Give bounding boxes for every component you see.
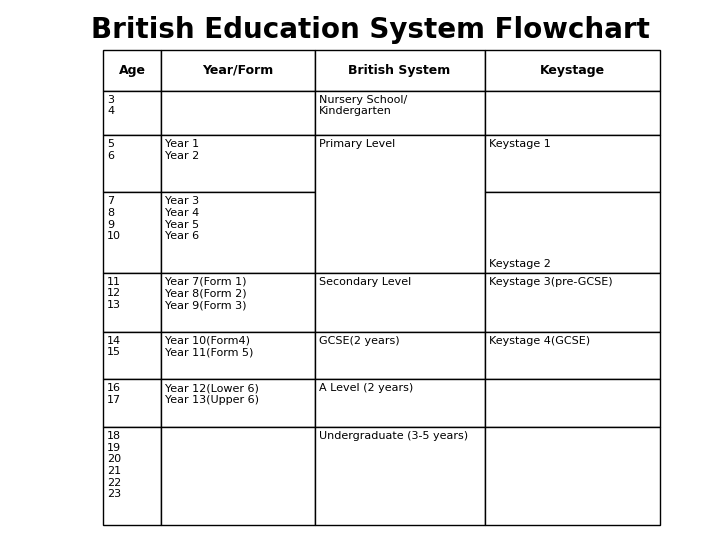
Bar [485,91,660,136]
Bar [485,427,660,525]
Text: Year 12(Lower 6)
Year 13(Upper 6): Year 12(Lower 6) Year 13(Upper 6) [166,383,259,405]
Bar [315,273,485,332]
Bar [103,273,161,332]
Text: Primary Level: Primary Level [319,139,395,150]
Text: Keystage 3(pre-GCSE): Keystage 3(pre-GCSE) [489,277,612,287]
Bar [315,91,485,136]
Bar [485,50,660,91]
Bar [315,332,485,379]
Text: Keystage 2: Keystage 2 [489,259,550,269]
Text: Keystage 4(GCSE): Keystage 4(GCSE) [489,335,590,346]
Bar [315,136,485,273]
Text: 5
6: 5 6 [107,139,114,161]
Bar [103,50,161,91]
Text: Year 3
Year 4
Year 5
Year 6: Year 3 Year 4 Year 5 Year 6 [166,197,199,241]
Bar [161,332,315,379]
Text: British Education System Flowchart: British Education System Flowchart [91,16,649,44]
Text: GCSE(2 years): GCSE(2 years) [319,335,400,346]
Text: Year 10(Form4)
Year 11(Form 5): Year 10(Form4) Year 11(Form 5) [166,335,254,357]
Text: British System: British System [348,64,451,77]
Text: Year 7(Form 1)
Year 8(Form 2)
Year 9(Form 3): Year 7(Form 1) Year 8(Form 2) Year 9(For… [166,277,247,310]
Bar [161,427,315,525]
Bar [485,332,660,379]
Bar [103,91,161,136]
Bar [161,50,315,91]
Text: 11
12
13: 11 12 13 [107,277,121,310]
Text: 16
17: 16 17 [107,383,121,405]
Bar [485,192,660,273]
Text: 18
19
20
21
22
23: 18 19 20 21 22 23 [107,431,121,499]
Bar [103,136,161,192]
Bar [161,91,315,136]
Bar [315,379,485,427]
Bar [161,273,315,332]
Text: 3
4: 3 4 [107,94,114,116]
Text: Keystage: Keystage [540,64,605,77]
Text: Secondary Level: Secondary Level [319,277,411,287]
Text: 7
8
9
10: 7 8 9 10 [107,197,121,241]
Bar [161,192,315,273]
Text: Year 1
Year 2: Year 1 Year 2 [166,139,199,161]
Text: 14
15: 14 15 [107,335,121,357]
Text: Undergraduate (3-5 years): Undergraduate (3-5 years) [319,431,468,441]
Bar [315,50,485,91]
Text: Nursery School/
Kindergarten: Nursery School/ Kindergarten [319,94,407,116]
Text: Keystage 1: Keystage 1 [489,139,550,150]
Bar [485,273,660,332]
Bar [315,427,485,525]
Bar [103,379,161,427]
Text: Age: Age [119,64,145,77]
Bar [103,192,161,273]
Bar [103,427,161,525]
Bar [485,379,660,427]
Text: A Level (2 years): A Level (2 years) [319,383,413,393]
Bar [485,136,660,192]
Text: Year/Form: Year/Form [202,64,274,77]
Bar [161,136,315,192]
Bar [161,379,315,427]
Bar [103,332,161,379]
